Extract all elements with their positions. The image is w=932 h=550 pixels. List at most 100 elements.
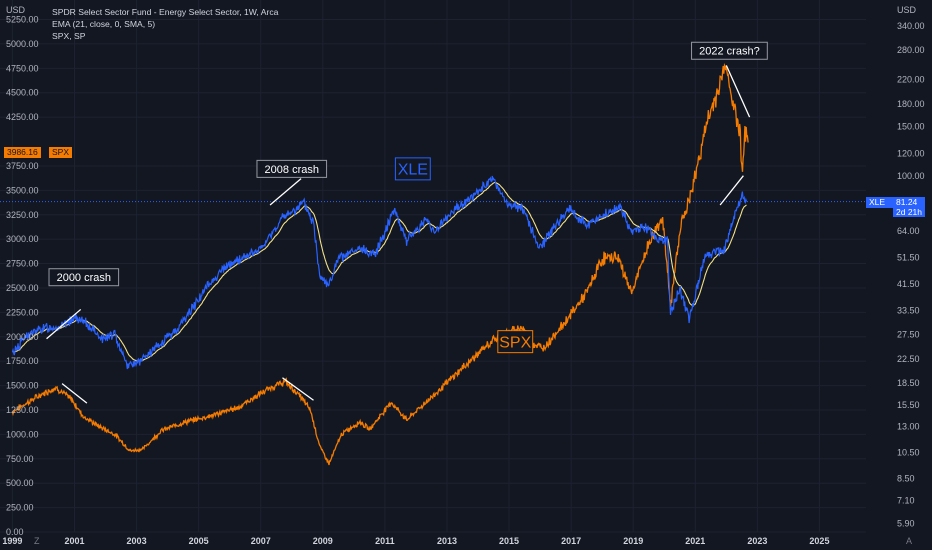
right-tick-label: 22.50 [897,354,920,364]
left-tick-label: 1000.00 [6,429,39,439]
x-axis: 1999 2001 2003 2005 2007 2009 2011 2013 2015 2017… [2,536,829,546]
x-tick-label: 2021 [685,536,705,546]
left-tick-label: 5000.00 [6,39,39,49]
x-tick-label: 2007 [251,536,271,546]
x-tick-label: 2011 [375,536,395,546]
spx-name: SPX [52,147,70,157]
left-tick-label: 3250.00 [6,210,39,220]
right-tick-label: 15.50 [897,400,920,410]
auto-scale-button[interactable]: A [906,536,913,546]
xle-ema-line [12,181,747,362]
x-tick-label: 1999 [2,536,22,546]
right-unit-label: USD [897,5,917,15]
xle-name: XLE [869,197,886,207]
xle-name-badge: XLE [866,197,896,208]
right-tick-label: 18.50 [897,378,920,388]
left-tick-label: 3500.00 [6,185,39,195]
left-tick-label: 4250.00 [6,112,39,122]
annotation-box [48,268,120,287]
right-tick-label: 27.50 [897,330,920,340]
left-tick-label: 2500.00 [6,283,39,293]
right-tick-label: 280.00 [897,45,925,55]
legend-indicator: EMA (21, close, 0, SMA, 5) [52,19,156,29]
left-tick-label: 1750.00 [6,356,39,366]
x-tick-label: 2017 [561,536,581,546]
xle-ema-series [12,181,747,362]
spx-name-badge: SPX [49,147,73,158]
annotation-box [256,159,328,178]
gridlines [0,0,866,533]
left-tick-label: 1500.00 [6,381,39,391]
left-tick-label: 5250.00 [6,15,39,25]
x-tick-label: 2009 [313,536,333,546]
annotation-label: 2000 crash [57,272,111,284]
annotation-label: 2008 crash [265,164,319,176]
right-tick-label: 51.50 [897,253,920,263]
spx-line [11,62,749,466]
left-axis: 0.00 250.00 500.00 750.00 1000.00 1250.00 1500… [6,15,39,537]
trend-line [282,377,314,401]
right-tick-label: 64.00 [897,226,920,236]
right-tick-label: 41.50 [897,279,920,289]
trend-line [269,178,302,206]
left-tick-label: 0.00 [6,527,24,537]
right-tick-label: 340.00 [897,21,925,31]
left-tick-label: 500.00 [6,478,34,488]
legend-title: SPDR Select Sector Fund - Energy Select … [52,7,279,17]
left-tick-label: 4500.00 [6,88,39,98]
right-tick-label: 5.90 [897,518,915,528]
left-tick-label: 3750.00 [6,161,39,171]
left-tick-label: 2000.00 [6,332,39,342]
x-tick-label: 2013 [437,536,457,546]
xle-last-value-badge: 81.24 2d 21h [893,197,925,217]
xle-last-value: 81.24 [896,197,918,207]
spx-series [11,62,749,466]
spx-last-value: 3986.16 [7,147,38,157]
left-tick-label: 750.00 [6,454,34,464]
trend-line [46,308,82,340]
x-tick-label: 2005 [189,536,209,546]
trend-line [725,65,751,118]
annotation-label: SPX [499,334,531,351]
right-tick-label: 33.50 [897,305,920,315]
left-tick-label: 4750.00 [6,63,39,73]
x-tick-label: 2001 [64,536,84,546]
right-axis: 340.00 280.00 220.00 180.00 150.00 120.00 100.… [897,21,925,528]
x-tick-label: 2015 [499,536,519,546]
annotations: 2000 crash 2008 crash 2022 crash? XLE SPX [48,41,768,354]
right-tick-label: 7.10 [897,496,915,506]
left-tick-label: 250.00 [6,503,34,513]
right-tick-label: 13.00 [897,421,920,431]
right-tick-label: 10.50 [897,448,920,458]
trend-line [61,383,88,404]
right-tick-label: 8.50 [897,474,915,484]
annotation-box [394,157,431,181]
left-tick-label: 2750.00 [6,259,39,269]
right-tick-label: 150.00 [897,121,925,131]
xle-series [11,175,748,370]
trend-lines [46,65,751,404]
left-tick-label: 3000.00 [6,234,39,244]
zoom-button[interactable]: Z [34,536,40,546]
left-unit-label: USD [6,5,26,15]
right-tick-label: 120.00 [897,149,925,159]
x-tick-label: 2025 [809,536,829,546]
spx-last-value-badge: 3986.16 [4,147,41,158]
x-tick-label: 2023 [747,536,767,546]
right-tick-label: 220.00 [897,74,925,84]
left-tick-label: 1250.00 [6,405,39,415]
x-tick-label: 2019 [623,536,643,546]
legend: SPDR Select Sector Fund - Energy Select … [52,6,278,42]
x-tick-label: 2003 [127,536,147,546]
annotation-box [691,41,768,60]
annotation-box [497,330,534,354]
trend-line [719,175,744,206]
left-tick-label: 2250.00 [6,307,39,317]
xle-line [11,175,748,370]
right-tick-label: 180.00 [897,99,925,109]
legend-overlay: SPX, SP [52,31,86,41]
xle-countdown: 2d 21h [896,207,922,217]
annotation-label: 2022 crash? [699,46,760,58]
right-tick-label: 100.00 [897,171,925,181]
